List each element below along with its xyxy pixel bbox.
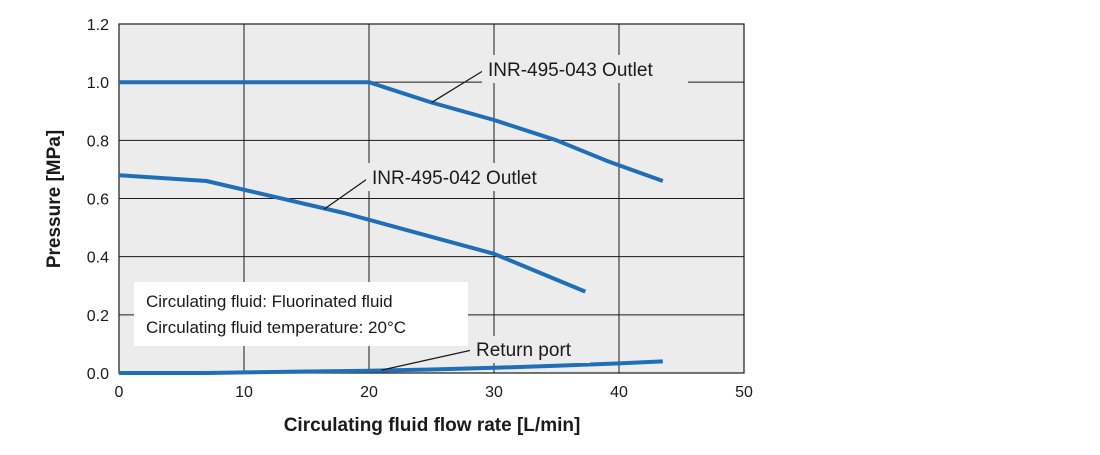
x-tick-label: 40 xyxy=(610,384,628,401)
series-labels: INR-495-043 Outlet INR-495-042 Outlet Re… xyxy=(366,55,688,363)
series-label-bg-042 xyxy=(366,163,572,191)
y-tick-label: 0.8 xyxy=(87,133,109,150)
x-tick-label: 50 xyxy=(735,384,753,401)
y-tick-label: 0.6 xyxy=(87,192,109,209)
series-label-inr-495-043: INR-495-043 Outlet xyxy=(488,60,653,81)
callout-leader-1 xyxy=(323,176,371,210)
series-label-bg-043 xyxy=(482,55,688,83)
conditions-note-line-1: Circulating fluid: Fluorinated fluid xyxy=(146,292,393,311)
callout-leaders xyxy=(323,68,487,371)
series-line-1 xyxy=(118,173,587,294)
y-axis-title: Pressure [MPa] xyxy=(44,130,65,268)
y-tick-label: 0.0 xyxy=(87,366,109,383)
series-line-0 xyxy=(119,80,664,183)
x-axis-title: Circulating fluid flow rate [L/min] xyxy=(284,415,581,436)
series-label-bg-return xyxy=(470,336,590,363)
series-line-2 xyxy=(119,359,663,375)
y-tick-label: 0.2 xyxy=(87,308,109,325)
plot-frame xyxy=(118,23,745,374)
y-tick-label: 1.2 xyxy=(87,17,109,34)
series-label-return-port: Return port xyxy=(476,340,572,361)
callout-leader-0 xyxy=(431,68,487,104)
conditions-note-line-2: Circulating fluid temperature: 20°C xyxy=(146,318,406,337)
callout-leader-2 xyxy=(381,349,473,371)
y-tick-label: 0.4 xyxy=(87,250,109,267)
tick-labels: 0 10 20 30 40 50 0.0 0.2 0.4 0.6 0.8 1.0 1.2 xyxy=(87,17,753,401)
x-tick-label: 20 xyxy=(360,384,378,401)
series-lines xyxy=(118,80,664,375)
series-label-inr-495-042: INR-495-042 Outlet xyxy=(372,168,537,189)
x-tick-label: 10 xyxy=(235,384,253,401)
x-tick-label: 0 xyxy=(115,384,124,401)
y-tick-label: 1.0 xyxy=(87,75,109,92)
conditions-note-box xyxy=(134,282,468,346)
conditions-note: Circulating fluid: Fluorinated fluid Cir… xyxy=(134,282,468,346)
x-tick-label: 30 xyxy=(485,384,503,401)
